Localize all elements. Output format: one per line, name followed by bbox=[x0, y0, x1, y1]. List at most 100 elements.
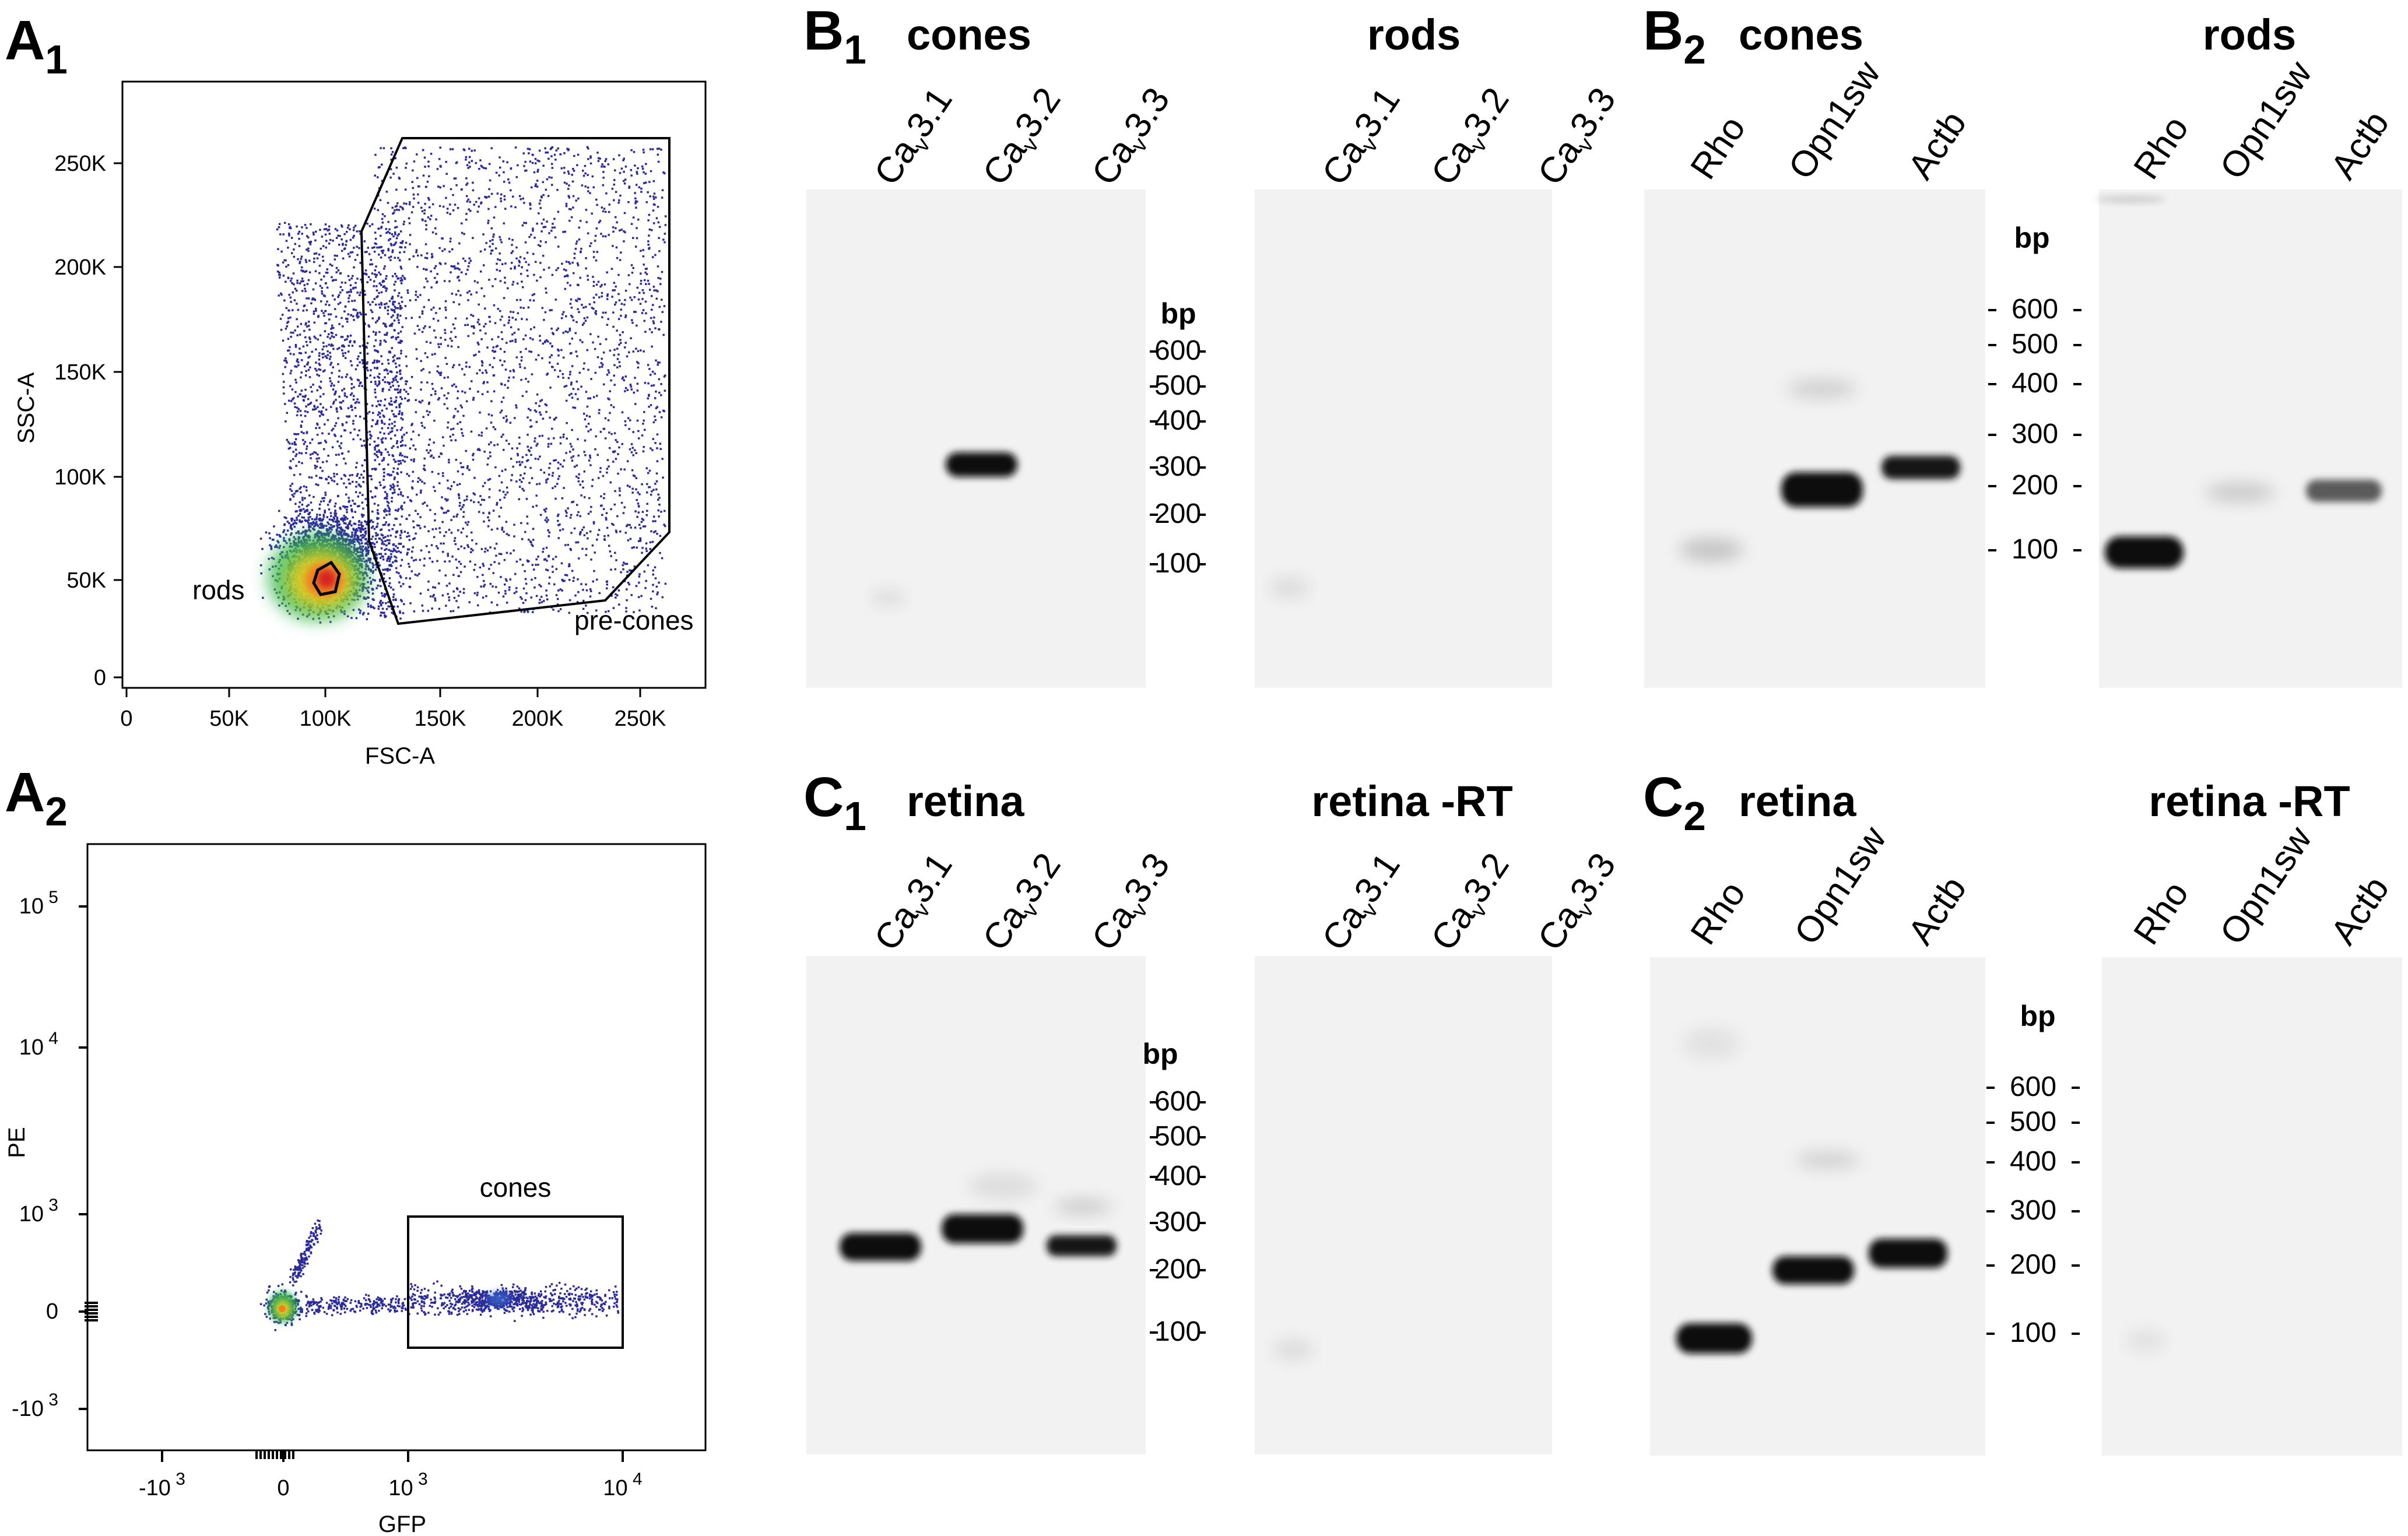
c2-lane-label-rho: Rho bbox=[1683, 874, 1753, 952]
b1-faint-band-cav31 bbox=[870, 589, 905, 606]
c2-retina-rt-gel bbox=[2102, 957, 2402, 1456]
a2-scatter-events bbox=[259, 1219, 620, 1331]
b2-band-opn1sw bbox=[1781, 472, 1863, 507]
b2-ladder-unit: bp bbox=[2014, 222, 2049, 254]
c2-retina-title: retina bbox=[1739, 777, 1856, 825]
c1-rt-lane-label-3: Cav3.3 bbox=[1530, 846, 1627, 959]
b1-ladder: bp 600 500 400 300 200 100 bbox=[1150, 297, 1206, 579]
c1-lane-label-2: Cav3.2 bbox=[975, 846, 1072, 959]
c1-lane-label-3: Cav3.3 bbox=[1084, 846, 1181, 959]
a2-x-tick-label: -10 3 bbox=[139, 1470, 185, 1500]
b1-rods-faint-band-cav31 bbox=[1269, 577, 1310, 598]
b1-rods-title: rods bbox=[1367, 10, 1461, 59]
c2-rt-faint-rho bbox=[2125, 1330, 2166, 1351]
b1-ladder-400: 400 bbox=[1154, 405, 1201, 436]
a1-x-tick-label: 250K bbox=[615, 707, 666, 731]
b1-rods-lane-label-3: Cav3.3 bbox=[1530, 80, 1627, 194]
a2-y-tick-label: 10 5 bbox=[19, 888, 58, 919]
a2-x-tick-label: 10 4 bbox=[603, 1470, 642, 1500]
c2-ladder-500: 500 bbox=[2010, 1106, 2056, 1137]
a2-x-axis: -10 3 0 10 3 10 4 GFP bbox=[134, 1449, 671, 1536]
a2-y-tick-label: 10 4 bbox=[19, 1029, 58, 1060]
a1-y-axis: 0 50K 100K 150K 200K 250K SSC-A bbox=[13, 85, 124, 690]
a1-x-tick-label: 200K bbox=[512, 707, 564, 731]
a1-density-hotspot bbox=[268, 533, 367, 621]
a1-rods-gate bbox=[312, 560, 341, 596]
c2-faint-band-opn1sw-upper bbox=[1796, 1152, 1860, 1168]
b2-rods-band-rho bbox=[2105, 536, 2184, 568]
c1-retina-lane-labels: Cav3.1 Cav3.2 Cav3.3 bbox=[866, 846, 1181, 959]
b2-rods-lane-label-actb: Actb bbox=[2323, 104, 2397, 186]
a1-pre-cones-gate bbox=[360, 137, 671, 625]
b1-ladder-unit: bp bbox=[1160, 297, 1196, 330]
a2-y-axis: 10 5 10 4 10 3 0 -10 3 PE bbox=[4, 863, 98, 1428]
b1-ladder-100: 100 bbox=[1154, 548, 1201, 579]
b1-cones-gel bbox=[806, 189, 1146, 688]
c2-ladder-400: 400 bbox=[2010, 1146, 2056, 1177]
a1-x-tick-label: 100K bbox=[300, 707, 352, 731]
a2-x-tick-label: 0 bbox=[277, 1476, 289, 1500]
a2-y-tick-label: 10 3 bbox=[19, 1196, 58, 1226]
b1-ladder-600: 600 bbox=[1154, 335, 1201, 366]
b1-rods-gel bbox=[1255, 189, 1552, 688]
panel-a2: A2 cones -10 3 0 10 3 10 4 GFP 10 5 10 4 10 3… bbox=[4, 761, 707, 1536]
a2-density-hotspot bbox=[269, 1292, 510, 1322]
c2-ladder-600: 600 bbox=[2010, 1071, 2056, 1102]
c2-ladder-300: 300 bbox=[2010, 1195, 2056, 1226]
panel-a1-label: A1 bbox=[5, 9, 68, 82]
b2-ladder-300: 300 bbox=[2012, 419, 2058, 449]
b2-ladder-100: 100 bbox=[2012, 534, 2058, 565]
b2-rods-band-actb bbox=[2306, 480, 2382, 502]
c1-ladder-500: 500 bbox=[1154, 1121, 1201, 1152]
b2-band-actb bbox=[1882, 456, 1960, 479]
a1-x-tick-label: 50K bbox=[209, 707, 249, 731]
c2-band-opn1sw bbox=[1772, 1256, 1854, 1284]
a1-x-tick-label: 0 bbox=[120, 707, 132, 731]
c2-retina-rt-title: retina -RT bbox=[2149, 777, 2350, 825]
c1-retina-title: retina bbox=[907, 777, 1024, 825]
a2-cones-gate bbox=[407, 1215, 624, 1349]
a2-y-axis-label: PE bbox=[4, 1127, 30, 1158]
b1-ladder-500: 500 bbox=[1154, 370, 1201, 401]
c1-ladder-100: 100 bbox=[1154, 1316, 1201, 1347]
b1-rods-lane-labels: Cav3.1 Cav3.2 Cav3.3 bbox=[1314, 80, 1627, 194]
panel-b2-label: B2 bbox=[1643, 0, 1706, 72]
a1-y-tick-label: 250K bbox=[54, 152, 106, 176]
a1-y-tick-label: 150K bbox=[54, 360, 106, 385]
b2-faint-band-rho bbox=[1679, 538, 1743, 561]
c2-faint-smear-rho bbox=[1682, 1027, 1740, 1060]
c1-rt-faint-band-cav31 bbox=[1273, 1339, 1314, 1360]
a1-rods-label: rods bbox=[192, 575, 244, 605]
panel-c1: C1 retina retina -RT Cav3.1 Cav3.2 Cav3.… bbox=[803, 766, 1627, 1454]
a1-y-tick-label: 200K bbox=[54, 255, 106, 280]
c1-ladder-unit: bp bbox=[1142, 1038, 1178, 1070]
b2-rods-lane-label-rho: Rho bbox=[2126, 109, 2196, 187]
panel-b2: B2 cones rods Rho Opn1sw Actb Rho Opn1sw… bbox=[1643, 0, 2402, 688]
b2-ladder-500: 500 bbox=[2012, 329, 2058, 360]
a2-y-tick-label: -10 3 bbox=[12, 1390, 58, 1421]
a1-x-axis-label: FSC-A bbox=[365, 743, 435, 769]
b1-lane-label-1: Cav3.1 bbox=[866, 80, 963, 194]
b1-band-cav32 bbox=[946, 452, 1017, 477]
panel-c2-label: C2 bbox=[1643, 766, 1706, 839]
c1-smear-cav32 bbox=[968, 1173, 1038, 1199]
b2-rods-well-mark bbox=[2096, 196, 2166, 203]
c1-band-cav31 bbox=[840, 1233, 921, 1261]
c2-band-rho bbox=[1676, 1323, 1752, 1354]
a1-y-axis-label: SSC-A bbox=[13, 372, 39, 444]
b2-lane-label-actb: Actb bbox=[1900, 104, 1974, 186]
b1-rods-lane-label-1: Cav3.1 bbox=[1314, 80, 1411, 194]
b2-lane-label-rho: Rho bbox=[1683, 109, 1753, 187]
c1-band-cav33 bbox=[1047, 1235, 1117, 1256]
c1-rt-lane-label-2: Cav3.2 bbox=[1423, 846, 1520, 959]
a1-x-tick-label: 150K bbox=[415, 707, 466, 731]
a1-y-tick-label: 0 bbox=[94, 666, 106, 690]
b2-ladder: bp 600 500 400 300 200 100 bbox=[1988, 222, 2081, 565]
b1-rods-lane-label-2: Cav3.2 bbox=[1423, 80, 1520, 194]
b1-lane-label-3: Cav3.3 bbox=[1084, 80, 1181, 194]
b1-ladder-200: 200 bbox=[1154, 498, 1201, 529]
c2-ladder-100: 100 bbox=[2010, 1317, 2056, 1348]
a2-x-tick-label: 10 3 bbox=[388, 1470, 427, 1500]
a2-x-axis-label: GFP bbox=[378, 1512, 426, 1533]
b1-cones-lane-labels: Cav3.1 Cav3.2 Cav3.3 bbox=[866, 80, 1181, 194]
